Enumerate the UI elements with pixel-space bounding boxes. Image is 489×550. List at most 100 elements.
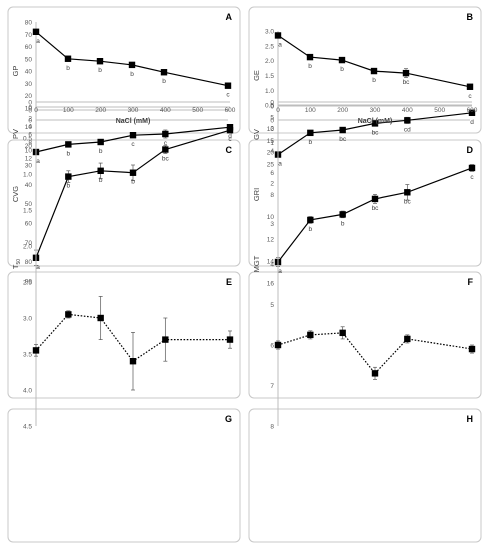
- y-tick-label: 40: [25, 182, 33, 189]
- significance-letter: b: [99, 177, 103, 184]
- x-tick-label: 100: [305, 107, 316, 114]
- x-tick-label: 400: [160, 107, 171, 114]
- significance-letter: c: [131, 141, 135, 148]
- y-tick-label: 3.0: [265, 29, 274, 36]
- significance-letter: b: [66, 65, 70, 72]
- y-tick-label: 20: [267, 150, 275, 157]
- panel-frame: [7, 6, 241, 134]
- data-point: [162, 146, 169, 153]
- data-point: [306, 53, 314, 61]
- y-tick-label: 1.0: [23, 172, 32, 179]
- y-tick-label: 3.0: [23, 316, 32, 323]
- y-axis-title: CVG: [11, 186, 20, 202]
- y-tick-label: 8: [270, 424, 274, 431]
- y-tick-label: 70: [25, 32, 33, 39]
- data-point: [32, 347, 40, 354]
- data-point: [129, 169, 137, 176]
- y-axis-title-text: PV: [11, 129, 20, 139]
- y-axis-title: PV: [11, 129, 20, 139]
- significance-letter: b: [309, 226, 313, 233]
- y-tick-label: 7: [270, 383, 274, 390]
- data-point: [404, 335, 411, 343]
- y-axis-title-text: GE: [252, 70, 261, 81]
- x-tick-label: 500: [192, 107, 203, 114]
- data-point: [307, 129, 314, 137]
- significance-letter: a: [278, 268, 282, 275]
- y-tick-label: 14: [267, 258, 275, 265]
- y-tick-label: 80: [25, 20, 33, 27]
- y-tick-label: 8: [28, 140, 32, 147]
- significance-letter: c: [470, 174, 474, 181]
- series-line: [35, 129, 231, 259]
- panel-frame: [248, 139, 482, 267]
- y-tick-label: 0.5: [265, 103, 274, 110]
- y-tick-label: 2: [270, 181, 274, 188]
- x-tick-label: 200: [95, 107, 106, 114]
- data-point: [65, 311, 72, 318]
- y-tick-label: 0: [270, 100, 274, 107]
- significance-letter: b: [99, 148, 103, 155]
- y-tick-label: 3: [270, 221, 274, 228]
- y-tick-label: 20: [25, 93, 33, 100]
- data-point: [370, 67, 378, 75]
- data-point: [338, 56, 346, 64]
- x-axis-title: NaCl (mM): [358, 118, 393, 125]
- y-tick-label: 80: [25, 259, 33, 266]
- panel-letter: D: [467, 145, 474, 155]
- y-tick-label: 1.5: [265, 73, 274, 80]
- data-point: [96, 58, 104, 65]
- panel-g: G00.51.01.52.02.53.03.54.04.50 100 200 300 4…: [7, 100, 241, 543]
- significance-letter: b: [131, 179, 135, 186]
- significance-letter: b: [308, 63, 312, 70]
- data-point: [402, 69, 410, 77]
- data-point: [129, 132, 137, 139]
- data-point: [371, 195, 379, 203]
- y-tick-label: 50: [25, 56, 33, 63]
- y-tick-label: 2.5: [23, 280, 32, 287]
- data-point: [274, 341, 282, 349]
- significance-letter: c: [164, 140, 168, 147]
- y-tick-label: 10: [267, 214, 275, 221]
- panel-frame: [248, 6, 482, 134]
- panel-frame: [7, 139, 241, 267]
- y-axis-title-text: T: [11, 264, 20, 269]
- significance-letter: a: [36, 264, 40, 271]
- y-tick-label: 1.0: [265, 88, 274, 95]
- x-tick-label: 300: [128, 107, 139, 114]
- y-tick-label: 6: [270, 170, 274, 177]
- data-point: [64, 55, 72, 62]
- x-tick-label: 600: [467, 107, 478, 114]
- data-point: [339, 329, 346, 337]
- series-line: [277, 332, 473, 375]
- y-tick-label: 0: [28, 105, 32, 112]
- data-point: [404, 117, 411, 124]
- data-point: [32, 28, 40, 35]
- significance-letter: d: [470, 119, 474, 126]
- data-point: [468, 109, 476, 116]
- y-tick-label: 60: [25, 44, 33, 51]
- y-tick-label: 40: [25, 69, 33, 76]
- x-tick-label: 200: [337, 107, 348, 114]
- data-point: [128, 61, 136, 69]
- significance-letter: b: [67, 150, 71, 157]
- data-point: [160, 69, 168, 76]
- y-tick-label: 12: [25, 156, 33, 163]
- data-point: [371, 120, 379, 127]
- y-tick-label: 8: [270, 192, 274, 199]
- y-tick-label: 30: [25, 163, 33, 170]
- data-point: [162, 130, 169, 138]
- y-tick-label: 6: [270, 343, 274, 350]
- data-point: [466, 83, 474, 90]
- y-tick-label: 30: [25, 81, 33, 88]
- data-point: [307, 331, 314, 339]
- significance-letter: c: [226, 92, 230, 99]
- data-point: [371, 370, 379, 377]
- y-tick-label: 0: [270, 103, 274, 110]
- significance-letter: a: [278, 161, 282, 168]
- significance-letter: b: [98, 67, 102, 74]
- y-tick-label: 0.5: [23, 136, 32, 143]
- significance-letter: b: [67, 183, 71, 190]
- panel-letter: E: [226, 277, 232, 287]
- significance-letter: b: [372, 77, 376, 84]
- y-tick-label: 0: [28, 118, 32, 125]
